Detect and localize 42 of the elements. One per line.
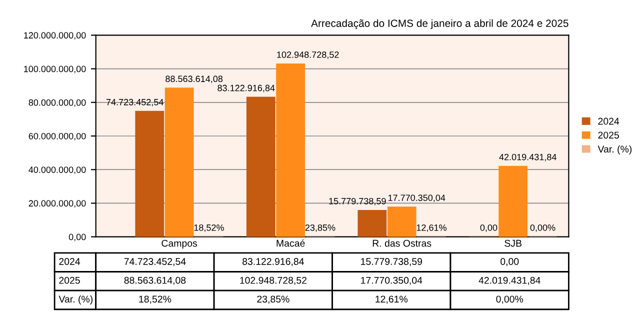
y-tick-label: 20.000.000,00	[28, 200, 86, 208]
text: 17.770.350,04	[388, 194, 446, 202]
text: 2025	[59, 276, 80, 284]
data-label: 83.122.916,84	[242, 258, 304, 266]
legend-label: 2024	[598, 118, 620, 125]
legend-label: 2025	[598, 132, 619, 139]
chart-title: Arrecadação do ICMS de janeiro a abril de 2024 e 2025	[311, 19, 568, 30]
data-label: 0,00%	[496, 296, 524, 304]
legend-label: Var. (%)	[598, 145, 632, 154]
x-tick-label: Macaé	[276, 239, 305, 247]
y-tick-label: 40.000.000,00	[28, 166, 86, 174]
data-label: 17.770.350,04	[361, 276, 422, 285]
text: 23,85%	[305, 224, 336, 232]
data-label: 88.563.614,08	[124, 276, 186, 285]
data-label: 74.723.452,54	[124, 258, 186, 266]
data-label: 0,00	[500, 258, 519, 266]
y-tick-label: 120.000.000,00	[24, 32, 86, 40]
x-tick-label: SJB	[504, 240, 522, 247]
text: 83.122.916,84	[218, 84, 275, 92]
text: 12,61%	[416, 224, 446, 232]
data-label: 23,85%	[257, 296, 290, 304]
text: 2024	[59, 258, 80, 265]
y-tick-label: 60.000.000,00	[28, 132, 86, 140]
text: 102.948.728,52	[277, 52, 339, 59]
text: Var. (%)	[58, 295, 92, 304]
y-tick-label: 0,00	[68, 234, 86, 242]
x-tick-label: Campos	[162, 240, 198, 249]
text: 15.779.738,59	[329, 198, 386, 206]
text: 18,52%	[194, 224, 224, 232]
data-label: 42.019.431,84	[478, 276, 540, 285]
x-tick-label: R. das Ostras	[372, 240, 432, 247]
text: 0,00%	[530, 224, 556, 232]
data-label: 102.948.728,52	[240, 276, 306, 285]
text: 88.563.614,08	[166, 76, 223, 84]
data-label: 12,61%	[376, 296, 408, 304]
data-label: 18,52%	[139, 296, 172, 304]
text: 0,00	[480, 224, 498, 232]
data-label: 15.779.738,59	[361, 258, 422, 266]
text: 42.019.431,84	[499, 154, 556, 162]
y-tick-label: 80.000.000,00	[28, 99, 86, 107]
text: 74.723.452,54	[106, 98, 164, 106]
y-tick-label: 100.000.000,00	[24, 66, 86, 74]
